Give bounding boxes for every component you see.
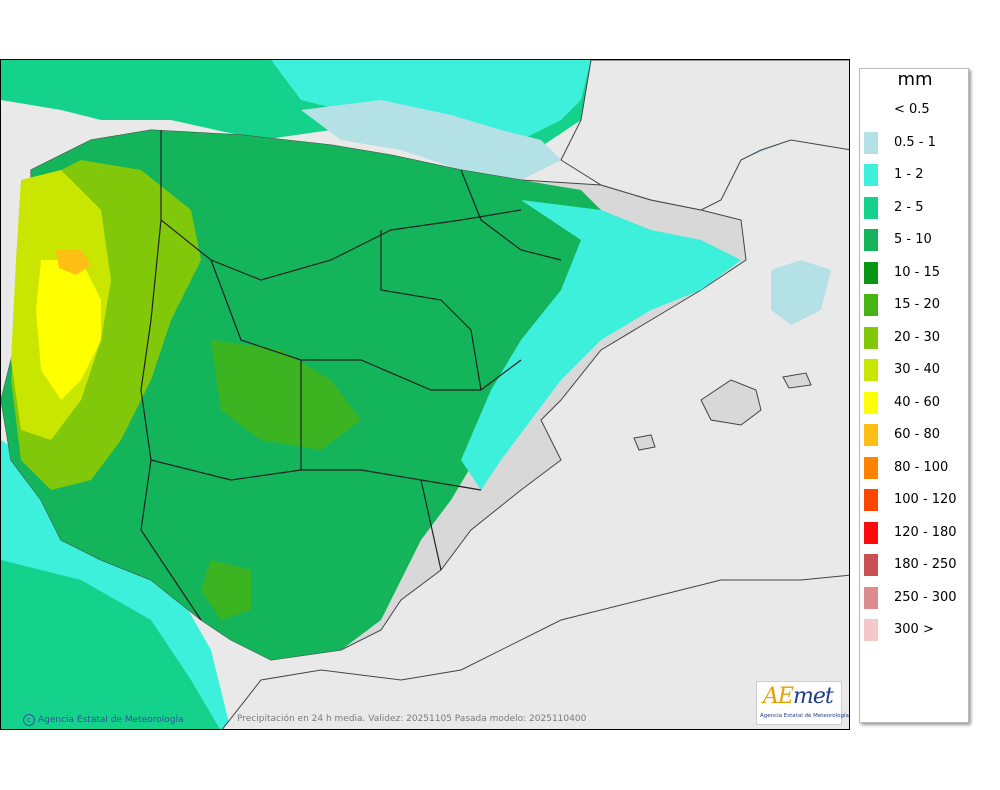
- precipitation-map: c Agencia Estatal de Meteorología Precipi…: [0, 59, 850, 730]
- legend-swatch: [864, 619, 878, 641]
- legend-swatch: [864, 229, 878, 251]
- legend-label: 40 - 60: [894, 394, 941, 410]
- legend-swatch: [864, 164, 878, 186]
- legend-item: 1 - 2: [864, 164, 968, 186]
- land-france: [560, 60, 849, 211]
- legend-swatch: [864, 424, 878, 446]
- legend-swatch: [864, 131, 878, 154]
- legend-item: 15 - 20: [864, 294, 968, 316]
- legend-item: 300 >: [864, 619, 968, 641]
- legend-swatch: [864, 326, 878, 349]
- legend-swatch: [864, 489, 878, 511]
- map-canvas: [1, 60, 849, 729]
- precip-zone-east-coast: [461, 200, 741, 490]
- land-africa: [221, 574, 849, 729]
- precip-zone-center-olive: [211, 340, 361, 450]
- precip-zone-west-orange: [56, 250, 91, 275]
- legend-item: 60 - 80: [864, 424, 968, 446]
- legend-item: 250 - 300: [864, 586, 968, 609]
- legend-item: 20 - 30: [864, 326, 968, 349]
- legend-swatch: [864, 586, 878, 609]
- aemet-logo-subtitle: Agencia Estatal de Meteorología: [760, 713, 849, 719]
- copyright-icon: c: [23, 714, 35, 726]
- legend-item: 30 - 40: [864, 359, 968, 381]
- legend-label: 1 - 2: [894, 167, 924, 182]
- legend-item: 10 - 15: [864, 261, 968, 284]
- land-ibiza: [633, 434, 656, 451]
- legend-item: 2 - 5: [864, 196, 968, 219]
- legend-label: 20 - 30: [894, 329, 941, 345]
- precip-zone-north-light: [301, 100, 561, 180]
- legend-item: 100 - 120: [864, 489, 968, 511]
- legend-item: 80 - 100: [864, 456, 968, 479]
- legend-label: 80 - 100: [894, 459, 949, 475]
- legend-swatch: [864, 294, 878, 316]
- legend-label: 0.5 - 1: [894, 134, 936, 150]
- precip-zone-north-cyan: [271, 60, 591, 140]
- legend-item: 0.5 - 1: [864, 131, 968, 154]
- legend-item: 40 - 60: [864, 391, 968, 414]
- legend-swatch: [864, 391, 878, 414]
- land-menorca: [782, 372, 812, 389]
- legend-title: mm: [897, 69, 933, 90]
- legend-label: 60 - 80: [894, 427, 941, 442]
- land-mallorca: [700, 379, 762, 426]
- legend-swatch: [864, 456, 878, 479]
- legend-item: 120 - 180: [864, 521, 968, 544]
- precip-zone-west-yellow: [36, 260, 101, 400]
- precip-zone-south-olive: [201, 560, 251, 620]
- legend-label: 180 - 250: [894, 557, 957, 572]
- aemet-logo-wordmark: AEmet: [763, 684, 834, 709]
- legend-label: < 0.5: [894, 102, 930, 117]
- legend-label: 15 - 20: [894, 297, 941, 312]
- legend-swatch: [864, 196, 878, 219]
- region-borders: [140, 130, 562, 621]
- legend-swatch: [864, 261, 878, 284]
- legend-item: 180 - 250: [864, 554, 968, 576]
- legend-label: 300 >: [894, 622, 934, 637]
- legend-label: 120 - 180: [894, 524, 957, 540]
- legend-panel: mm < 0.5 0.5 - 1 1 - 2 2 - 5 5 - 10 10 - 15 15…: [859, 68, 969, 723]
- legend-item: < 0.5: [864, 99, 968, 121]
- aemet-logo: AEmet Agencia Estatal de Meteorología: [756, 681, 849, 725]
- legend-swatch: [864, 359, 878, 381]
- legend-label: 10 - 15: [894, 264, 941, 280]
- legend-label: 2 - 5: [894, 199, 924, 215]
- agency-credit-text: Agencia Estatal de Meteorología: [38, 715, 184, 725]
- legend-swatch: [864, 99, 878, 121]
- legend-label: 30 - 40: [894, 362, 941, 377]
- legend-label: 250 - 300: [894, 589, 957, 605]
- precip-zone-atlantic-south: [1, 560, 220, 729]
- legend-label: 100 - 120: [894, 492, 957, 507]
- product-caption: Precipitación en 24 h media. Validez: 20…: [237, 714, 587, 724]
- agency-credit: c Agencia Estatal de Meteorología: [23, 714, 184, 726]
- legend-swatch: [864, 521, 878, 544]
- legend-swatch: [864, 554, 878, 576]
- legend-item: 5 - 10: [864, 229, 968, 251]
- precip-zone-east-sea: [771, 260, 831, 325]
- legend-label: 5 - 10: [894, 232, 932, 247]
